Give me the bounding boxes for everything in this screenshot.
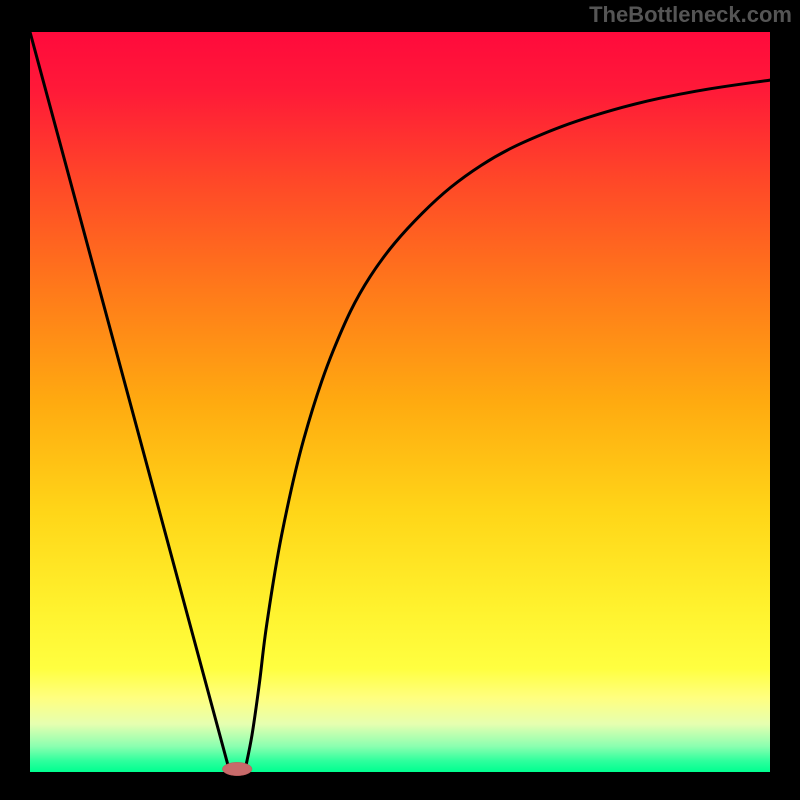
watermark-text: TheBottleneck.com xyxy=(589,2,792,28)
chart-background xyxy=(30,32,770,772)
trough-marker xyxy=(222,762,252,775)
chart-svg xyxy=(0,0,800,800)
bottleneck-chart: TheBottleneck.com xyxy=(0,0,800,800)
